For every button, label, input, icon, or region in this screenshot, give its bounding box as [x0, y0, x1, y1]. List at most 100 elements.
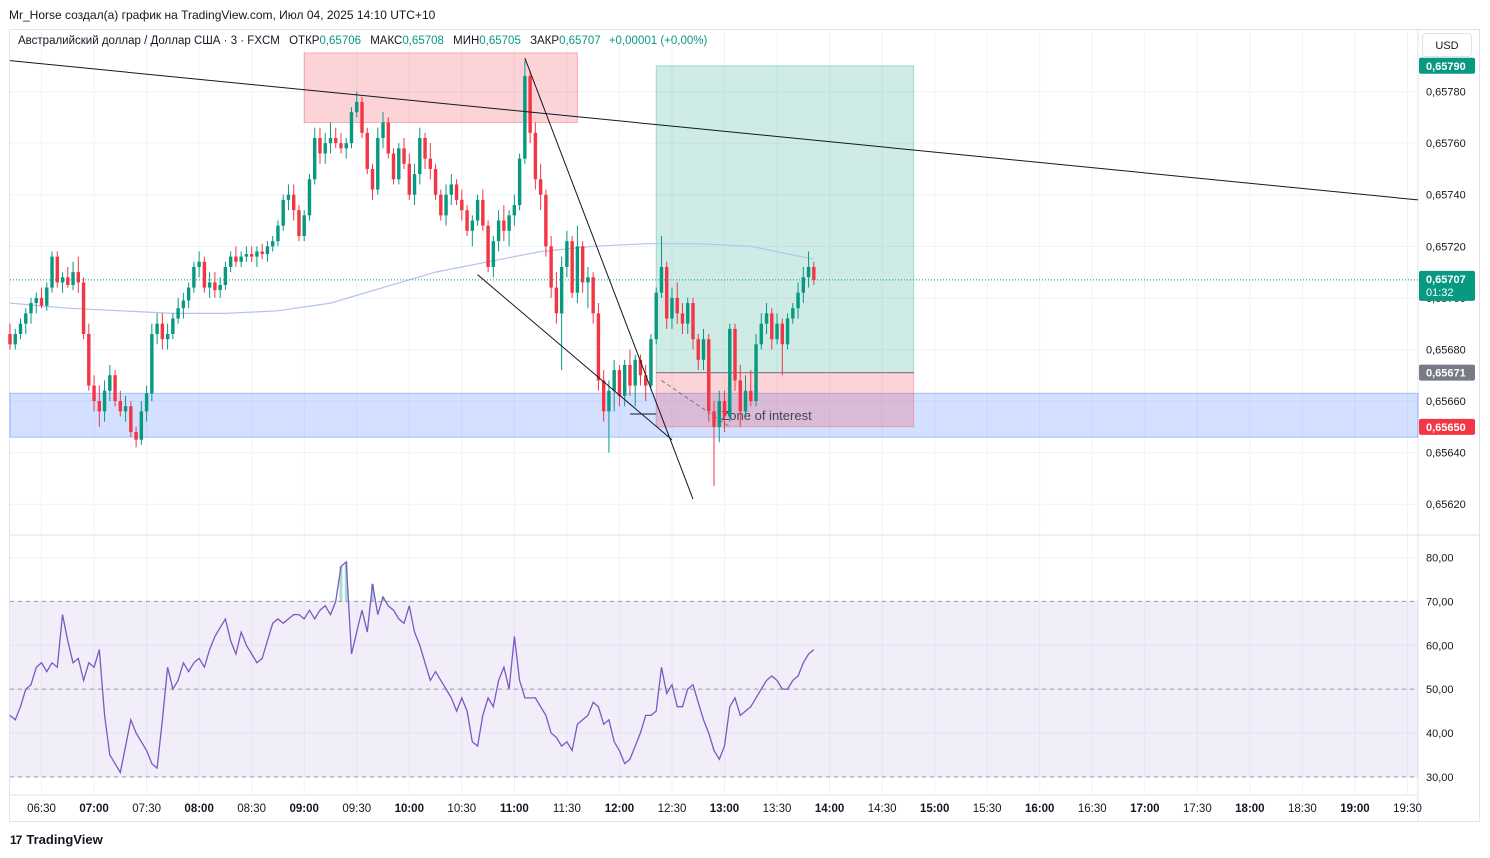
- candle-body: [738, 380, 742, 412]
- symbol-name[interactable]: Австралийский доллар / Доллар США · 3 · …: [18, 35, 280, 47]
- candle: [228, 251, 233, 273]
- candle: [249, 246, 254, 262]
- candle: [423, 132, 427, 169]
- candle-body: [633, 359, 637, 386]
- rsi-line: [9, 560, 815, 775]
- candle: [113, 370, 117, 407]
- candle: [391, 148, 396, 185]
- candle: [39, 287, 44, 309]
- candle-body: [502, 220, 506, 231]
- candle: [160, 313, 165, 350]
- candle: [617, 364, 622, 407]
- candle-body: [176, 308, 180, 319]
- candle-body: [481, 199, 485, 226]
- candle: [270, 236, 275, 252]
- candle-body: [544, 194, 548, 247]
- candle: [465, 205, 469, 236]
- candle-body: [433, 168, 438, 195]
- rsi-tick-label: 40,00: [1426, 728, 1454, 740]
- candle-body: [801, 277, 806, 293]
- candle: [670, 287, 674, 329]
- candle: [549, 236, 553, 298]
- candle-body: [665, 266, 669, 319]
- candle-body: [449, 184, 454, 195]
- candle: [360, 96, 364, 138]
- candle-body: [307, 179, 312, 216]
- candle-body: [791, 308, 795, 319]
- candle-body: [286, 194, 291, 200]
- candle: [743, 375, 748, 417]
- candle: [460, 189, 464, 221]
- candle: [355, 91, 359, 118]
- candle: [339, 132, 343, 154]
- candle: [517, 153, 522, 211]
- candle-body: [696, 339, 700, 360]
- candle: [407, 153, 411, 200]
- candle: [260, 243, 264, 260]
- candle-body: [202, 261, 207, 288]
- time-tick-label: 09:00: [289, 803, 318, 815]
- candle-body: [649, 339, 653, 386]
- close-value: 0,65707: [559, 35, 601, 47]
- open-label: ОТКР: [289, 35, 320, 47]
- candle-body: [276, 225, 280, 242]
- candle: [696, 334, 700, 371]
- currency-button[interactable]: USD: [1422, 33, 1472, 57]
- candle: [412, 163, 417, 206]
- candle: [8, 323, 12, 350]
- wedge-line-2: [477, 274, 673, 441]
- candle-body: [418, 138, 422, 175]
- candle: [323, 132, 327, 164]
- candle-body: [76, 272, 81, 283]
- candle: [591, 272, 595, 324]
- candle-body: [197, 261, 201, 267]
- candle-body: [780, 323, 785, 345]
- candle: [675, 282, 679, 324]
- candle: [638, 354, 643, 386]
- candle-body: [134, 432, 138, 440]
- candle: [71, 261, 75, 291]
- candle: [66, 266, 70, 288]
- candle-body: [118, 401, 123, 412]
- price-badge: [1419, 57, 1475, 74]
- candle-body: [239, 256, 243, 262]
- candle-body: [486, 225, 490, 267]
- candle: [234, 246, 238, 267]
- tradingview-logo[interactable]: 17 TradingView: [10, 832, 103, 847]
- candle-body: [181, 300, 186, 309]
- candle: [197, 251, 201, 278]
- candle-body: [50, 256, 54, 288]
- candle-body: [397, 148, 401, 180]
- candle: [512, 194, 517, 226]
- long-target-box: [655, 65, 915, 374]
- candle-body: [160, 323, 165, 340]
- time-tick-label: 08:00: [184, 803, 213, 815]
- time-tick-label: 17:00: [1130, 803, 1159, 815]
- candle: [118, 390, 123, 417]
- candle-body: [475, 199, 480, 221]
- candle: [586, 266, 590, 309]
- chart-frame: [9, 29, 1480, 822]
- candle: [50, 251, 54, 293]
- tv-logo-icon: 17: [10, 832, 22, 847]
- time-tick-label: 09:30: [342, 803, 371, 815]
- candle: [733, 323, 737, 391]
- candle: [202, 256, 207, 293]
- candle-body: [92, 385, 96, 402]
- candle-body: [591, 277, 595, 314]
- candle: [728, 323, 732, 422]
- candle-body: [628, 364, 632, 386]
- candle-body: [66, 277, 70, 285]
- rsi-tick-label: 60,00: [1426, 640, 1454, 652]
- candle-body: [712, 411, 716, 427]
- candle: [502, 205, 506, 242]
- low-value: 0,65705: [479, 35, 521, 47]
- candle-body: [71, 272, 75, 285]
- candle: [381, 112, 385, 149]
- change-value: +0,00001 (+0,00%): [608, 35, 708, 47]
- candle: [496, 210, 501, 252]
- candle: [544, 189, 548, 257]
- candle: [55, 251, 59, 288]
- candle: [218, 277, 222, 298]
